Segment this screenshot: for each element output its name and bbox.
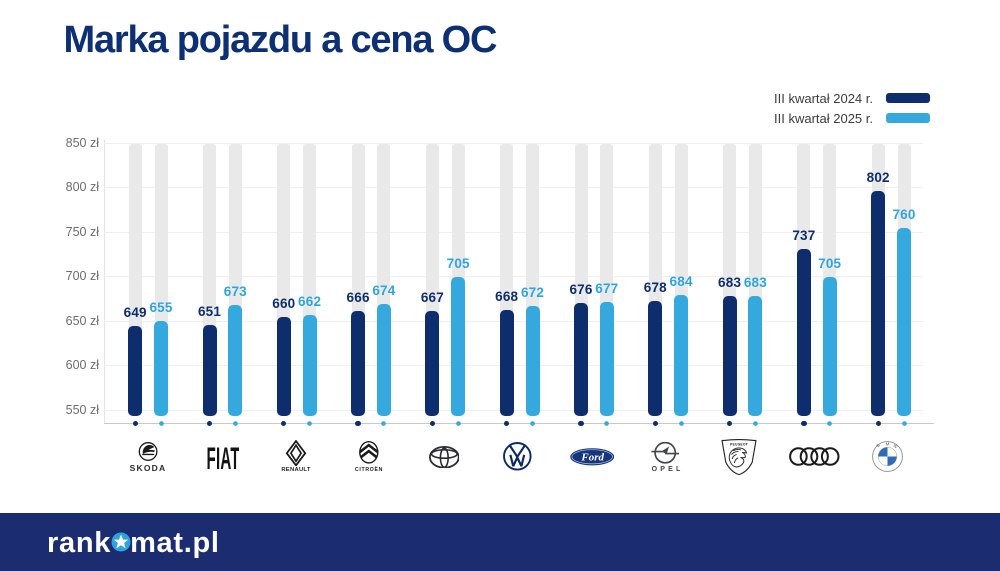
svg-text:Ford: Ford <box>580 452 604 464</box>
svg-text:W: W <box>892 443 898 449</box>
svg-text:M: M <box>886 441 890 446</box>
svg-text:PEUGEOT: PEUGEOT <box>730 442 749 446</box>
svg-text:FIAT: FIAT <box>207 446 239 470</box>
svg-text:B: B <box>875 442 881 448</box>
